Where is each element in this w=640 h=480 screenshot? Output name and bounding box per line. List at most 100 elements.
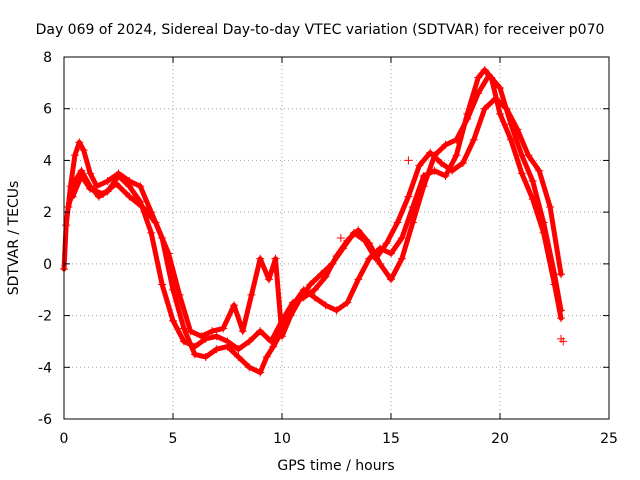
data-point-marker (112, 179, 121, 188)
series-trace (65, 72, 564, 352)
data-point-marker (382, 239, 391, 248)
data-point-marker (408, 218, 417, 227)
data-point-marker (125, 182, 134, 191)
data-point-marker (175, 290, 184, 299)
data-point-marker (448, 166, 457, 175)
y-tick-label: 0 (43, 257, 52, 273)
data-point-marker (535, 166, 544, 175)
data-point-marker (267, 337, 276, 346)
data-point-marker (419, 182, 428, 191)
data-point-marker (502, 104, 511, 113)
data-point-marker (245, 363, 254, 372)
data-point-marker (557, 270, 566, 279)
data-point-marker (256, 254, 265, 263)
data-point-marker (441, 171, 450, 180)
data-point-marker (147, 228, 156, 237)
data-point-marker (452, 135, 461, 144)
data-point-marker (517, 169, 526, 178)
data-point-marker (393, 218, 402, 227)
series-track-b (64, 71, 566, 354)
grid-lines (64, 57, 609, 419)
y-tick-label: 2 (43, 205, 52, 221)
data-point-marker (371, 254, 380, 263)
data-point-marker (256, 368, 265, 377)
data-point-marker (114, 171, 123, 180)
data-point-marker (169, 316, 177, 325)
data-point-marker (238, 327, 247, 336)
data-point-marker (426, 148, 435, 157)
x-tick-label: 10 (273, 431, 291, 447)
series-track-a (60, 65, 566, 377)
data-series (60, 65, 568, 377)
axis-ticks (63, 56, 610, 420)
data-point-marker (245, 337, 254, 346)
x-tick-label: 20 (491, 431, 509, 447)
data-point-marker (480, 104, 489, 113)
data-point-marker (310, 285, 319, 294)
chart-title: Day 069 of 2024, Sidereal Day-to-day VTE… (36, 22, 605, 38)
data-point-marker (190, 342, 199, 351)
data-point-marker (247, 290, 256, 299)
x-tick-label: 0 (60, 431, 69, 447)
data-point-marker (437, 159, 446, 168)
data-point-marker (201, 352, 210, 361)
data-point-marker (230, 301, 239, 310)
data-point-marker (387, 249, 395, 258)
data-point-marker (317, 270, 326, 279)
data-point-marker (496, 109, 504, 118)
data-point-marker (485, 71, 494, 80)
data-point-marker (528, 177, 537, 186)
y-tick-labels: -6 -4 -2 0 2 4 6 8 (38, 50, 52, 428)
data-point-marker (212, 345, 221, 354)
data-point-marker (70, 151, 79, 160)
y-tick-label: 6 (43, 102, 52, 118)
y-tick-label: -6 (38, 412, 52, 428)
data-point-marker (452, 151, 461, 160)
data-point-marker (506, 135, 515, 144)
data-point-marker (125, 192, 134, 201)
data-point-marker (474, 73, 483, 82)
data-point-marker (397, 254, 406, 263)
data-point-marker (262, 352, 271, 361)
data-point-marker (539, 218, 548, 227)
data-point-marker (559, 337, 568, 346)
data-point-marker (306, 280, 315, 289)
data-point-marker (458, 159, 467, 168)
data-point-marker (513, 125, 522, 134)
data-point-marker (404, 156, 413, 165)
data-point-marker (349, 228, 358, 237)
data-point-marker (343, 298, 352, 307)
data-point-marker (415, 161, 424, 170)
data-point-marker (151, 218, 160, 227)
data-point-marker (179, 337, 188, 346)
data-point-marker (190, 350, 199, 359)
data-point-marker (234, 345, 243, 354)
data-point-marker (286, 311, 295, 320)
data-point-marker (164, 249, 173, 258)
data-point-marker (68, 192, 77, 201)
data-point-marker (79, 146, 88, 155)
data-point-marker (295, 296, 304, 305)
data-point-marker (491, 94, 500, 103)
data-point-marker (336, 234, 345, 242)
data-point-marker (469, 135, 478, 144)
data-point-marker (310, 293, 319, 302)
data-point-marker (158, 280, 167, 289)
data-point-marker (269, 342, 278, 351)
data-point-marker (557, 314, 566, 323)
data-point-marker (441, 140, 450, 149)
data-point-marker (463, 115, 472, 124)
data-point-marker (430, 166, 439, 175)
data-point-marker (234, 352, 243, 361)
data-point-marker (99, 190, 108, 199)
data-point-marker (186, 327, 195, 336)
data-point-marker (360, 236, 369, 245)
y-tick-label: -2 (38, 309, 52, 325)
data-point-marker (328, 259, 337, 268)
x-tick-labels: 0 5 10 15 20 25 (60, 431, 618, 447)
data-point-marker (219, 324, 228, 333)
data-point-marker (77, 171, 86, 180)
data-point-marker (339, 244, 348, 253)
x-axis-label: GPS time / hours (277, 458, 394, 474)
